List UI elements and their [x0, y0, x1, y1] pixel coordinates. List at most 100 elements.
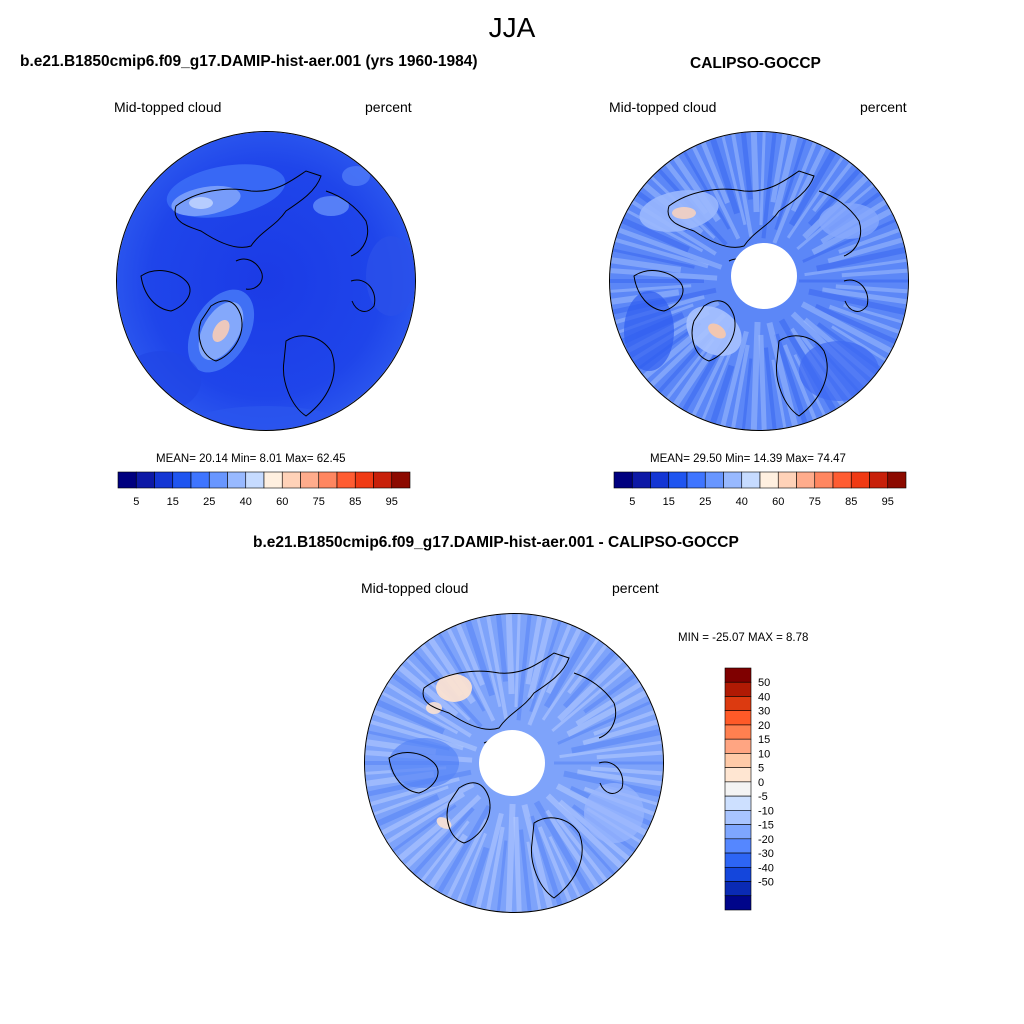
cloud-patch [389, 738, 459, 788]
colorbar-swatch [318, 471, 338, 489]
panel1-colorbar: 5 15 25 40 60 75 85 95 [117, 471, 411, 508]
texture-streak [404, 794, 482, 869]
cloud-patch [436, 674, 472, 702]
texture-streak [577, 769, 663, 787]
colorbar-swatch [777, 471, 797, 489]
texture-streak [514, 614, 521, 708]
missing-data-hole [731, 243, 797, 309]
panel1-polar-map [116, 131, 416, 431]
colorbar-swatch [336, 471, 356, 489]
colorbar-swatch [263, 471, 283, 489]
texture-streak [513, 816, 522, 912]
texture-streak [790, 145, 828, 212]
diff-variable: Mid-topped cloud [361, 580, 469, 596]
colorbar-swatch [741, 471, 761, 489]
texture-streak [841, 268, 908, 278]
panel2-variable: Mid-topped cloud [609, 99, 717, 115]
texture-streak [691, 145, 741, 240]
texture-streak [446, 627, 496, 722]
texture-streak [562, 649, 617, 709]
colorbar-tick-label: -10 [758, 805, 774, 817]
colorbar-swatch [759, 471, 779, 489]
colorbar-swatch [869, 471, 889, 489]
texture-streak [814, 303, 898, 345]
colorbar-tick-label: 25 [203, 496, 215, 508]
texture-streak [682, 150, 731, 230]
colorbar-swatch [613, 471, 633, 489]
texture-streak [759, 132, 766, 226]
texture-streak [464, 619, 495, 697]
texture-streak [446, 818, 489, 899]
texture-streak [800, 301, 893, 355]
cloud-patch [366, 236, 415, 316]
colorbar-swatch [631, 471, 651, 489]
colorbar-swatch [887, 471, 907, 489]
colorbar-tick-label: 75 [809, 496, 821, 508]
texture-streak [505, 803, 516, 912]
colorbar-swatch [668, 471, 688, 489]
colorbar-tick-label: 60 [276, 496, 288, 508]
colorbar-swatch [724, 781, 752, 797]
texture-streak [372, 785, 449, 816]
texture-streak [372, 709, 478, 752]
colorbar-swatch [724, 767, 752, 783]
texture-streak [380, 782, 475, 836]
map-border [116, 131, 416, 431]
colorbar-swatch [245, 471, 265, 489]
colorbar-swatch [724, 753, 752, 768]
panel1-variable: Mid-topped cloud [114, 99, 222, 115]
texture-streak [485, 614, 509, 720]
colorbar-swatch [814, 471, 834, 489]
colorbar-swatch [724, 824, 752, 840]
colorbar-tick-label: 85 [845, 496, 857, 508]
texture-streak [701, 350, 732, 421]
texture-streak [529, 619, 562, 713]
texture-streak [456, 832, 487, 903]
colorbar-tick-label: 15 [167, 496, 179, 508]
texture-streak [559, 740, 663, 759]
colorbar-tick-label: 0 [758, 777, 764, 789]
colorbar-swatch [724, 724, 752, 740]
texture-streak [709, 364, 735, 425]
colorbar-swatch [117, 471, 137, 489]
texture-streak [571, 728, 662, 754]
texture-streak [672, 351, 713, 408]
texture-streak [827, 237, 904, 264]
colorbar-tick-label: 60 [772, 496, 784, 508]
texture-streak [804, 258, 908, 277]
texture-streak [557, 700, 652, 745]
texture-streak [527, 616, 554, 699]
texture-streak [750, 321, 761, 430]
colorbar-swatch [650, 471, 670, 489]
texture-streak [590, 766, 663, 776]
texture-streak [782, 344, 818, 421]
texture-streak [436, 805, 492, 895]
texture-streak [519, 829, 532, 912]
colorbar-tick-label: -20 [758, 834, 774, 846]
texture-streak [375, 699, 445, 735]
panel2-units: percent [860, 99, 907, 115]
colorbar-swatch [135, 471, 155, 489]
texture-streak [822, 287, 908, 305]
cloud-patch [189, 197, 213, 209]
colorbar-swatch [172, 471, 192, 489]
colorbar-swatch [850, 471, 870, 489]
cloud-patch [121, 351, 201, 411]
texture-streak [545, 627, 583, 694]
texture-streak [548, 836, 582, 899]
colorbar-swatch [832, 471, 852, 489]
texture-streak [527, 623, 573, 726]
texture-streak [610, 268, 718, 281]
colorbar-tick-label: 95 [882, 496, 894, 508]
texture-streak [611, 248, 695, 269]
texture-streak [709, 137, 740, 215]
texture-streak [437, 632, 486, 712]
texture-streak [391, 804, 457, 853]
texture-streak [385, 792, 466, 845]
texture-streak [835, 284, 908, 294]
texture-streak [772, 134, 799, 217]
texture-streak [582, 719, 659, 746]
colorbar-swatch [373, 471, 393, 489]
texture-streak [620, 217, 690, 253]
panel2-colorbar: 5 15 25 40 60 75 85 95 [613, 471, 907, 508]
